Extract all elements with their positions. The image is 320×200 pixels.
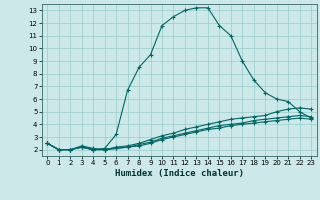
X-axis label: Humidex (Indice chaleur): Humidex (Indice chaleur): [115, 169, 244, 178]
